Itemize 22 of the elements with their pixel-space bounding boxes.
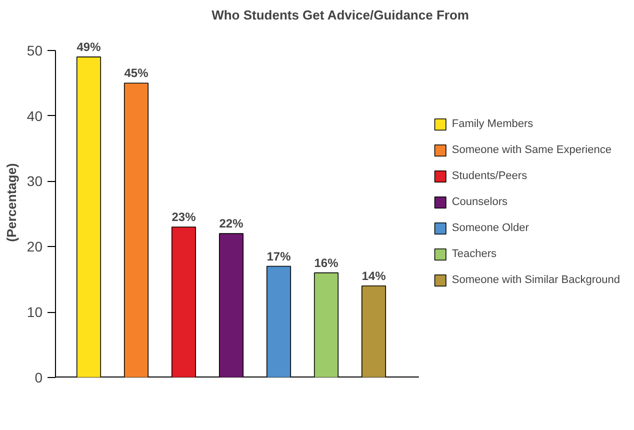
data-label: 49% — [76, 40, 102, 54]
data-label: 17% — [266, 249, 292, 264]
legend-label: Counselors — [452, 196, 508, 208]
data-label: 22% — [219, 216, 244, 231]
legend-label: Teachers — [452, 248, 496, 260]
y-tick-label: 50 — [26, 42, 43, 58]
legend-label: Someone with Same Experience — [452, 144, 612, 156]
data-label: 45% — [124, 66, 149, 80]
chart-title: Who Students Get Advice/Guidance From — [212, 8, 469, 22]
data-label: 14% — [362, 268, 386, 283]
y-tick-label: 20 — [26, 238, 43, 255]
y-tick-label: 0 — [34, 370, 43, 386]
legend-label: Someone with Similar Background — [452, 274, 620, 286]
data-label: 16% — [314, 256, 339, 270]
y-tick-label: 10 — [26, 304, 43, 320]
y-tick-label: 30 — [26, 173, 43, 190]
legend-label: Someone Older — [452, 222, 529, 234]
y-axis-title: (Percentage) — [4, 163, 19, 242]
data-label: 23% — [172, 210, 196, 224]
legend-label: Students/Peers — [452, 170, 528, 182]
legend-label: Family Members — [452, 118, 534, 130]
y-tick-label: 40 — [26, 108, 43, 124]
